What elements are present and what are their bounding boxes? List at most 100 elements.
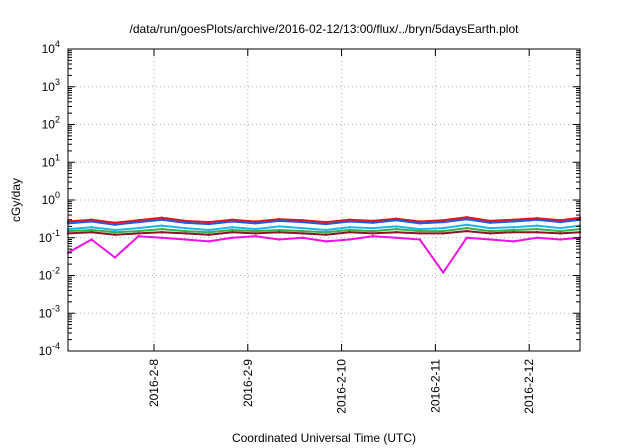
data-point [254,235,257,238]
data-point [348,238,351,241]
data-point [137,235,140,238]
data-point [184,229,187,233]
data-point [277,219,281,223]
data-point [559,229,562,233]
data-point [488,219,492,223]
chart-title: /data/run/goesPlots/archive/2016-02-12/1… [130,22,520,36]
data-point [371,232,375,235]
data-point [418,229,421,233]
data-point [301,220,304,224]
data-point [348,228,351,232]
data-point [113,256,117,259]
x-tick-label: 2016-2-10 [335,359,349,414]
x-axis: 2016-2-8 2016-2-9 2016-2-10 2016-2-11 2016-2… [147,49,536,414]
series-layer [66,216,582,274]
data-point [418,238,421,241]
data-point [371,235,375,238]
data-point [418,227,421,231]
data-point [254,232,257,235]
data-point [113,221,117,224]
data-point [90,238,93,241]
data-point [90,228,93,232]
data-point [512,231,515,234]
data-point [488,229,492,233]
data-point [113,231,117,234]
data-point [488,226,492,230]
data-point [324,222,328,226]
data-point [231,236,234,239]
data-point [348,231,351,234]
data-point [348,226,351,229]
data-point [90,218,93,221]
x-tick-label: 2016-2-8 [147,359,161,407]
data-point [160,236,163,239]
data-point [442,232,445,235]
data-point [348,218,351,221]
data-point [442,229,445,233]
data-point [277,218,281,221]
data-point [301,226,304,230]
data-point [559,219,562,222]
data-point [418,232,421,235]
x-axis-label: Coordinated Universal Time (UTC) [232,431,416,445]
data-point [184,219,187,223]
data-point [277,225,281,228]
data-point [395,219,398,222]
data-point [113,223,117,226]
data-point [90,220,93,223]
data-point [231,220,234,223]
data-point [512,218,515,221]
data-point [207,240,210,243]
data-point [231,231,234,234]
data-point [324,231,328,234]
data-point [207,233,210,236]
x-tick-label: 2016-2-11 [428,359,442,413]
data-point [465,236,468,239]
data-point [277,238,281,241]
data-point [184,226,187,230]
data-point [512,240,515,243]
data-point [254,229,257,233]
data-point [254,222,257,225]
data-point [535,227,539,231]
data-point [137,220,140,224]
data-point [324,240,328,243]
data-point [535,236,539,239]
data-point [184,238,187,241]
data-point [535,218,539,221]
data-point [465,223,468,226]
data-point [535,231,539,234]
data-point [512,226,515,229]
data-point [184,232,187,235]
data-point [442,271,445,274]
data-point [465,229,468,233]
data-point [207,231,210,234]
data-point [301,232,304,235]
data-point [512,228,515,232]
data-point [418,220,421,223]
data-point [207,222,210,226]
data-point [277,228,281,232]
data-point [371,229,375,233]
data-point [371,219,375,223]
data-point [90,231,93,234]
grid [68,49,580,351]
data-point [559,226,562,230]
data-point [207,220,210,224]
data-point [395,227,398,231]
data-point [137,229,140,233]
data-point [488,232,492,235]
data-point [324,220,328,224]
data-point [348,220,351,223]
data-point [442,220,445,224]
y-axis-label: cGy/day [9,178,23,222]
data-point [395,236,398,239]
data-point [137,226,140,230]
data-point [231,218,234,221]
data-point [90,226,93,229]
data-point [559,220,562,224]
data-point [231,226,234,229]
data-point [324,228,328,232]
data-point [512,220,515,223]
data-point [442,226,445,230]
